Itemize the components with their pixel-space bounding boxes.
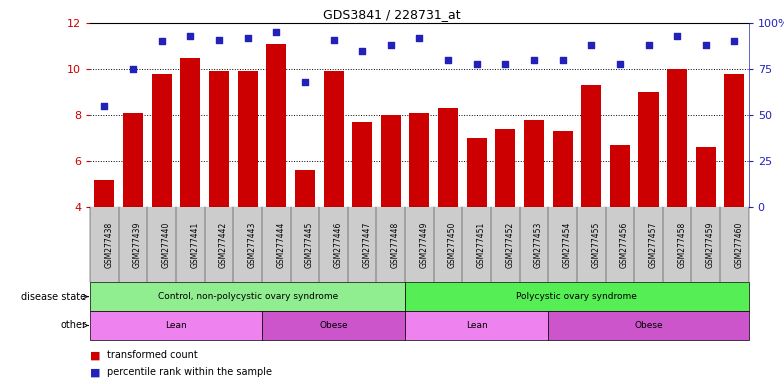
Point — [699, 42, 712, 48]
Bar — [94, 180, 114, 207]
Bar — [295, 170, 315, 207]
Text: GSM277460: GSM277460 — [735, 222, 743, 268]
Text: GSM277458: GSM277458 — [677, 222, 686, 268]
Bar — [209, 71, 229, 207]
Bar — [667, 69, 687, 207]
Point — [299, 79, 311, 85]
Text: GSM277448: GSM277448 — [390, 222, 400, 268]
Bar — [438, 108, 458, 207]
Text: GSM277449: GSM277449 — [419, 222, 428, 268]
Text: GSM277446: GSM277446 — [333, 222, 343, 268]
Bar — [409, 113, 430, 207]
Text: GSM277451: GSM277451 — [477, 222, 486, 268]
Text: other: other — [60, 320, 86, 331]
Point — [241, 35, 254, 41]
Text: GSM277441: GSM277441 — [191, 222, 199, 268]
Text: GSM277447: GSM277447 — [362, 222, 371, 268]
Point — [728, 38, 741, 45]
Text: GSM277459: GSM277459 — [706, 222, 715, 268]
Text: GSM277444: GSM277444 — [276, 222, 285, 268]
Text: Control, non-polycystic ovary syndrome: Control, non-polycystic ovary syndrome — [158, 292, 338, 301]
Bar — [352, 122, 372, 207]
Bar — [610, 145, 630, 207]
Bar — [695, 147, 716, 207]
Bar — [724, 74, 745, 207]
Bar — [324, 71, 343, 207]
Text: Lean: Lean — [466, 321, 488, 330]
Point — [585, 42, 597, 48]
Bar — [381, 115, 401, 207]
Text: percentile rank within the sample: percentile rank within the sample — [107, 367, 272, 377]
Text: GSM277450: GSM277450 — [448, 222, 457, 268]
Bar — [152, 74, 172, 207]
Point — [212, 36, 225, 43]
Bar — [638, 92, 659, 207]
Bar — [495, 129, 515, 207]
Text: GSM277438: GSM277438 — [104, 222, 114, 268]
Text: GSM277442: GSM277442 — [219, 222, 228, 268]
Point — [642, 42, 655, 48]
Bar — [524, 120, 544, 207]
Text: GSM277457: GSM277457 — [648, 222, 658, 268]
Point — [184, 33, 197, 39]
Point — [155, 38, 168, 45]
Text: ■: ■ — [90, 350, 100, 360]
Text: GSM277440: GSM277440 — [162, 222, 171, 268]
Point — [614, 61, 626, 67]
Bar — [180, 58, 201, 207]
Text: Polycystic ovary syndrome: Polycystic ovary syndrome — [517, 292, 637, 301]
Point — [98, 103, 111, 109]
Text: GSM277439: GSM277439 — [133, 222, 142, 268]
Point — [327, 36, 339, 43]
Text: GDS3841 / 228731_at: GDS3841 / 228731_at — [323, 8, 461, 21]
Text: GSM277455: GSM277455 — [591, 222, 601, 268]
Text: Obese: Obese — [634, 321, 662, 330]
Point — [384, 42, 397, 48]
Point — [671, 33, 684, 39]
Text: Lean: Lean — [165, 321, 187, 330]
Bar — [123, 113, 143, 207]
Point — [557, 57, 569, 63]
Bar — [581, 85, 601, 207]
Text: GSM277453: GSM277453 — [534, 222, 543, 268]
Point — [127, 66, 140, 72]
Point — [270, 29, 282, 35]
Bar — [466, 138, 487, 207]
Point — [470, 61, 483, 67]
Text: disease state: disease state — [21, 291, 86, 302]
Point — [356, 48, 368, 54]
Text: GSM277445: GSM277445 — [305, 222, 314, 268]
Text: Obese: Obese — [319, 321, 348, 330]
Point — [413, 35, 426, 41]
Text: GSM277456: GSM277456 — [620, 222, 629, 268]
Point — [528, 57, 540, 63]
Text: GSM277454: GSM277454 — [563, 222, 572, 268]
Point — [442, 57, 455, 63]
Text: GSM277443: GSM277443 — [248, 222, 256, 268]
Bar — [238, 71, 258, 207]
Text: GSM277452: GSM277452 — [506, 222, 514, 268]
Point — [499, 61, 512, 67]
Text: transformed count: transformed count — [107, 350, 198, 360]
Bar — [267, 44, 286, 207]
Bar — [553, 131, 572, 207]
Text: ■: ■ — [90, 367, 100, 377]
